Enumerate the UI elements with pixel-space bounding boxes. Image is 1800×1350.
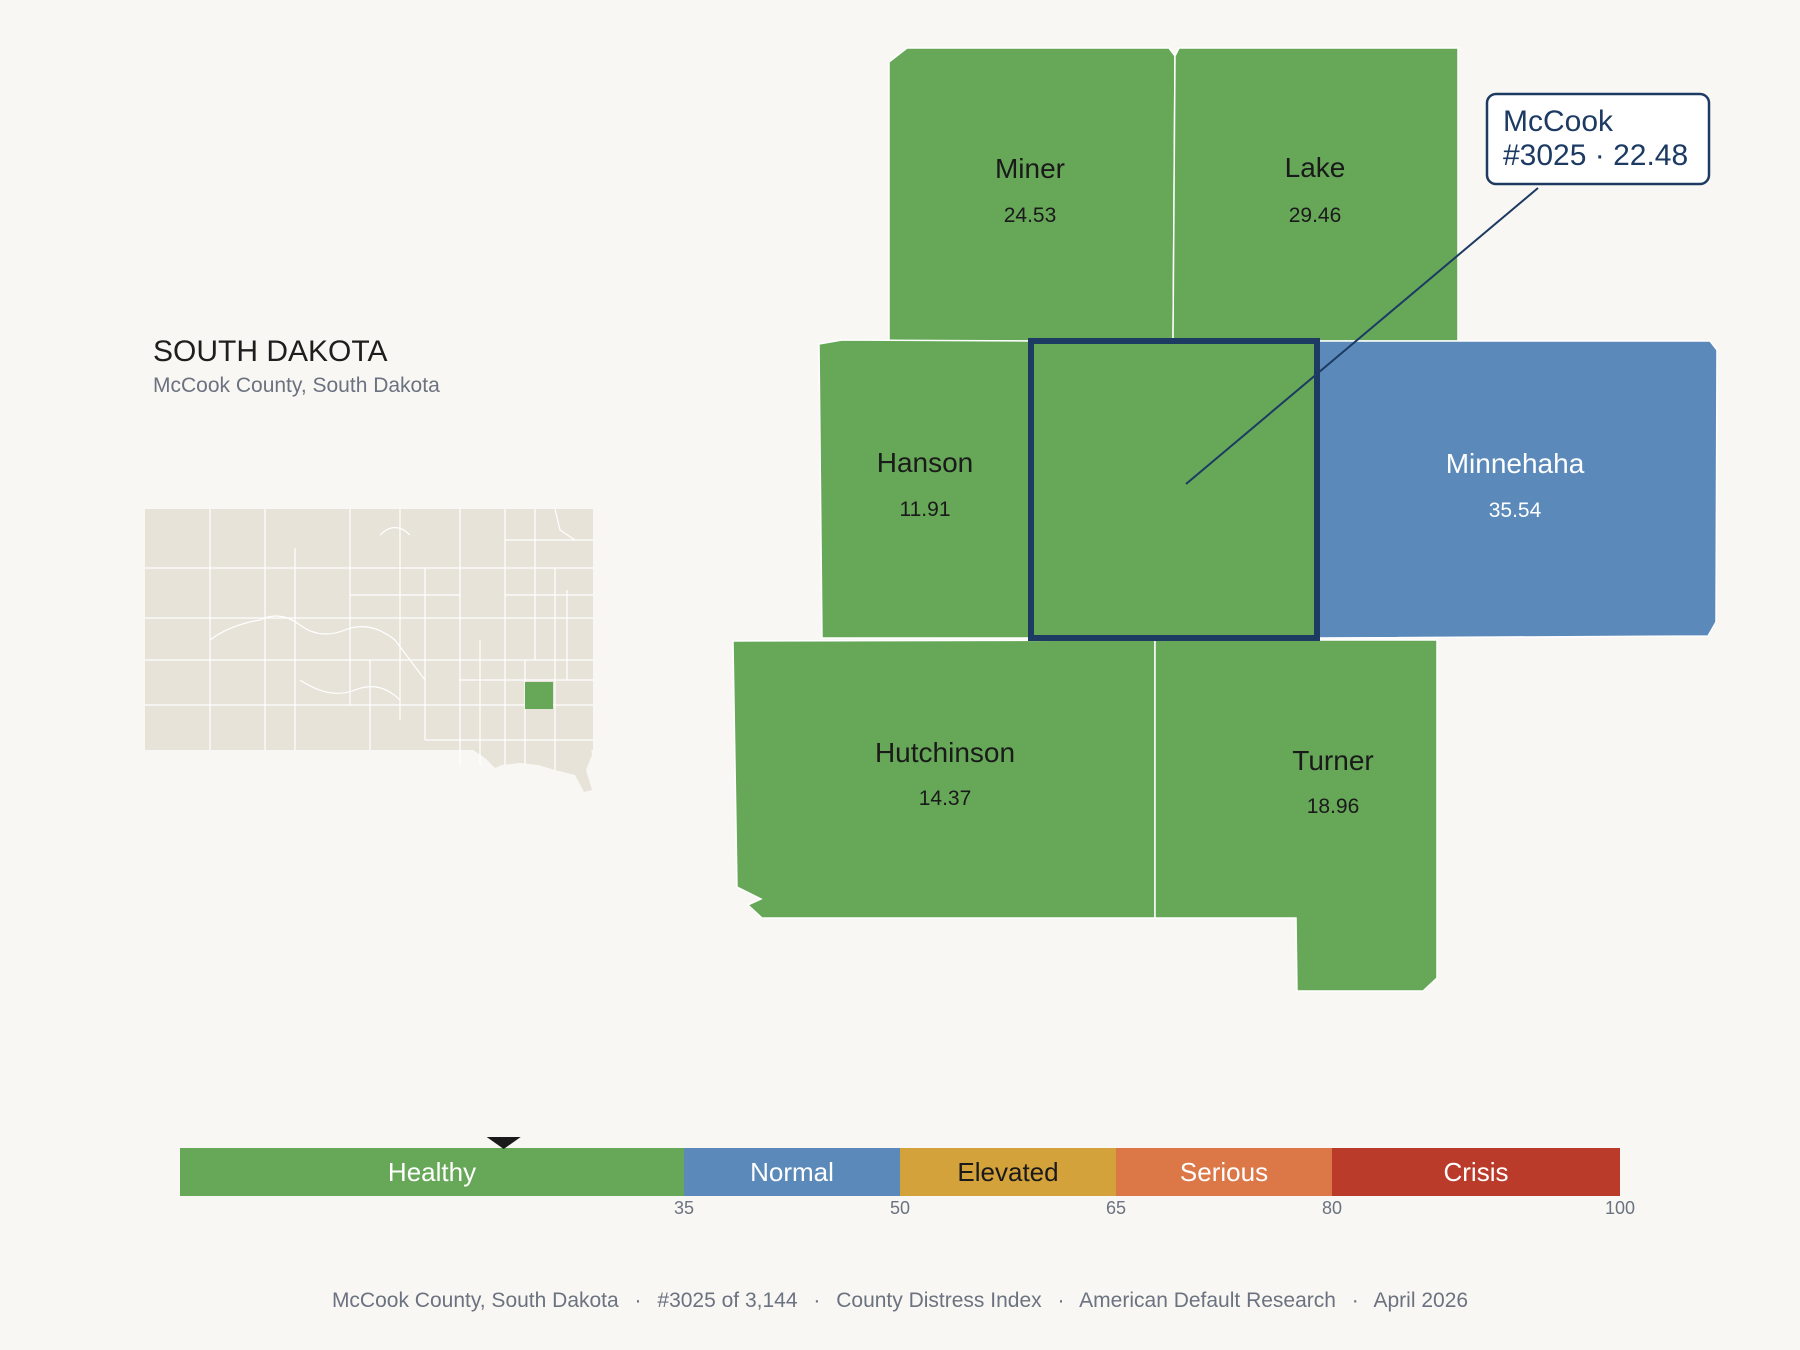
county-minnehaha xyxy=(1315,340,1718,639)
footer-separator: · xyxy=(1352,1289,1359,1312)
inset-county-lines xyxy=(145,508,593,770)
legend-band-serious xyxy=(1116,1148,1332,1196)
legend-marker-icon xyxy=(486,1137,521,1149)
county-subtitle: McCook County, South Dakota xyxy=(153,374,440,397)
label-minnehaha-value: 35.54 xyxy=(1489,499,1542,522)
label-turner-name: Turner xyxy=(1292,745,1373,776)
footer-index: County Distress Index xyxy=(836,1289,1042,1312)
distress-scale-legend: Healthy Normal Elevated Serious Crisis 35 50 65… xyxy=(180,1137,1635,1218)
footer-source: American Default Research xyxy=(1079,1289,1336,1312)
inset-mccook-highlight xyxy=(525,682,553,709)
state-title: SOUTH DAKOTA xyxy=(153,335,387,368)
mccook-highlight-border xyxy=(1028,338,1320,641)
county-hanson xyxy=(818,339,1032,639)
legend-tick-label: 50 xyxy=(890,1198,910,1218)
label-hutchinson-value: 14.37 xyxy=(919,787,972,810)
footer-separator: · xyxy=(1057,1289,1064,1312)
inset-state-body xyxy=(145,509,593,750)
county-map xyxy=(732,47,1718,992)
footer-rank: #3025 of 3,144 xyxy=(657,1289,797,1312)
legend-band-label: Serious xyxy=(1180,1157,1268,1187)
label-miner-name: Miner xyxy=(995,153,1065,184)
callout-rank-value: #3025 · 22.48 xyxy=(1503,139,1688,172)
legend-band-normal xyxy=(684,1148,900,1196)
legend-band-label: Normal xyxy=(750,1157,834,1187)
footer-attribution: McCook County, South Dakota · #3025 of 3… xyxy=(332,1289,1468,1312)
legend-band-healthy xyxy=(180,1148,684,1196)
county-mccook[interactable] xyxy=(1030,340,1318,639)
label-hanson-value: 11.91 xyxy=(900,498,951,521)
legend-band-label: Elevated xyxy=(957,1157,1058,1187)
legend-tick-label: 35 xyxy=(674,1198,694,1218)
mccook-callout: McCook #3025 · 22.48 xyxy=(1185,92,1711,485)
callout-box xyxy=(1485,92,1711,186)
callout-county-name: McCook xyxy=(1503,105,1614,138)
footer-separator: · xyxy=(635,1289,642,1312)
callout-leader-line xyxy=(1185,187,1539,485)
legend-band-crisis xyxy=(1332,1148,1620,1196)
label-turner-value: 18.96 xyxy=(1307,795,1360,818)
label-lake-name: Lake xyxy=(1285,152,1346,183)
legend-band-elevated xyxy=(900,1148,1116,1196)
legend-tick-label: 65 xyxy=(1106,1198,1126,1218)
label-miner-value: 24.53 xyxy=(1004,204,1057,227)
label-hanson-name: Hanson xyxy=(877,447,974,478)
state-inset-map xyxy=(145,508,593,792)
county-miner xyxy=(888,47,1176,342)
footer-date: April 2026 xyxy=(1373,1289,1468,1312)
legend-band-label: Healthy xyxy=(388,1157,476,1187)
county-lake xyxy=(1172,47,1459,342)
label-minnehaha-name: Minnehaha xyxy=(1446,448,1585,479)
label-lake-value: 29.46 xyxy=(1289,204,1342,227)
legend-tick-label: 80 xyxy=(1322,1198,1342,1218)
label-hutchinson-name: Hutchinson xyxy=(875,737,1015,768)
county-labels: Miner 24.53 Lake 29.46 Hanson 11.91 Minn… xyxy=(875,152,1585,818)
legend-band-label: Crisis xyxy=(1444,1157,1509,1187)
county-hutchinson xyxy=(732,639,1156,919)
legend-tick-label: 100 xyxy=(1605,1198,1635,1218)
county-turner xyxy=(1154,639,1438,992)
footer-county: McCook County, South Dakota xyxy=(332,1289,619,1312)
footer-separator: · xyxy=(813,1289,820,1312)
